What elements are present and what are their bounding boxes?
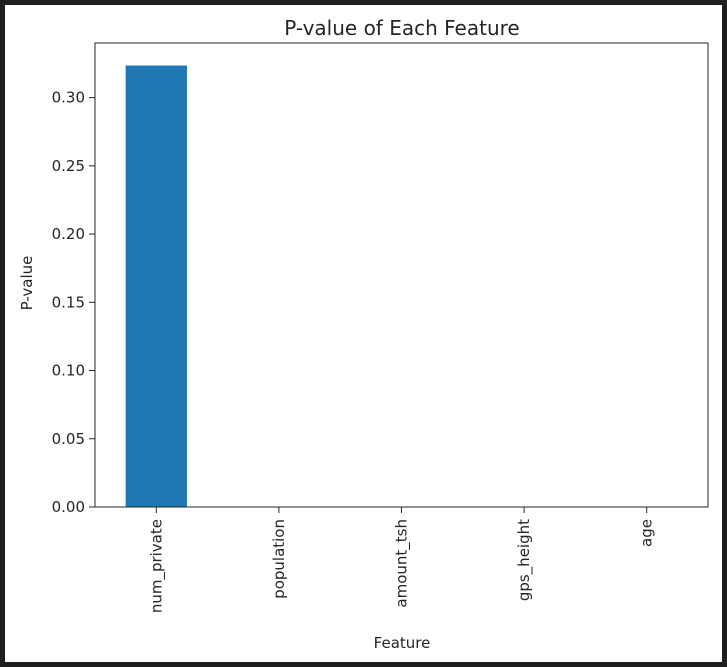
chart-title: P-value of Each Feature bbox=[284, 16, 519, 40]
chart-frame: P-value of Each Feature num_private popul… bbox=[5, 5, 722, 662]
y-tick-label-0.00: 0.00 bbox=[52, 498, 85, 516]
y-tick-label-0.20: 0.20 bbox=[52, 225, 85, 243]
plot-area: num_private population amount_tsh gps_heigh… bbox=[52, 42, 709, 613]
y-tick-label-0.05: 0.05 bbox=[52, 430, 85, 448]
x-tick-label-population: population bbox=[270, 519, 288, 599]
x-tick-label-gps_height: gps_height bbox=[515, 519, 534, 601]
y-tick-label-0.10: 0.10 bbox=[52, 362, 85, 380]
y-tick-label-0.25: 0.25 bbox=[52, 157, 85, 175]
y-tick-label-0.30: 0.30 bbox=[52, 89, 85, 107]
x-axis-label: Feature bbox=[374, 634, 431, 652]
y-tick-label-0.15: 0.15 bbox=[52, 293, 85, 311]
y-axis-label: P-value bbox=[18, 256, 36, 311]
bar-num_private bbox=[125, 65, 187, 508]
axes-frame bbox=[94, 42, 709, 508]
x-tick-label-age: age bbox=[638, 519, 656, 547]
x-tick-label-amount_tsh: amount_tsh bbox=[393, 519, 412, 608]
bar-chart: P-value of Each Feature num_private popul… bbox=[18, 16, 709, 652]
x-tick-label-num_private: num_private bbox=[147, 519, 166, 613]
